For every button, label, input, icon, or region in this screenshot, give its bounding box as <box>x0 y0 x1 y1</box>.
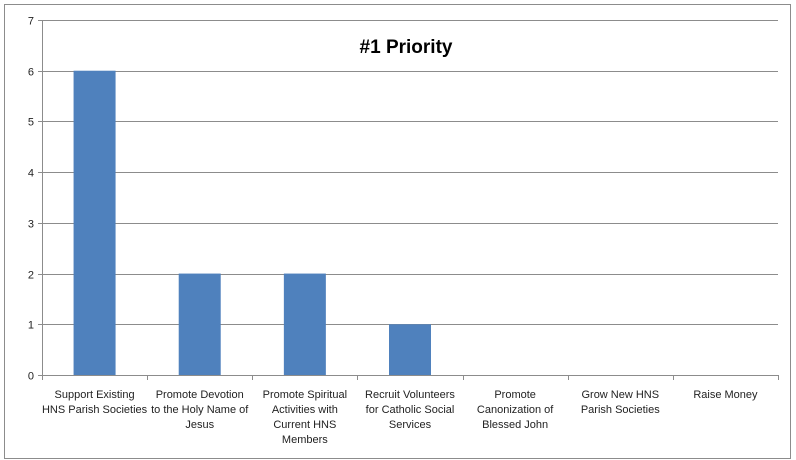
y-tick-label: 0 <box>28 371 34 383</box>
x-category-label: Grow New HNS Parish Societies <box>581 389 660 416</box>
y-tick-label: 2 <box>28 270 34 282</box>
x-category-label: Support Existing HNS Parish Societies <box>42 389 148 416</box>
axes <box>38 20 779 380</box>
y-tick-label: 1 <box>28 320 34 332</box>
y-tick-label: 7 <box>28 16 34 28</box>
x-category-label: Recruit Volunteers for Catholic Social Ser… <box>365 389 455 431</box>
bar <box>178 273 221 375</box>
bar <box>389 324 431 375</box>
y-axis-tick-labels: 0 1 2 3 4 5 6 7 <box>28 16 34 383</box>
bar <box>73 70 116 375</box>
y-tick-label: 6 <box>28 67 34 79</box>
y-tick-label: 5 <box>28 117 34 129</box>
bar <box>283 273 326 375</box>
x-category-label: Promote Canonization of Blessed John <box>477 389 554 431</box>
bars <box>73 70 431 375</box>
gridlines <box>42 20 778 325</box>
x-category-label: Raise Money <box>693 389 758 401</box>
chart-title: #1 Priority <box>360 37 453 58</box>
category-labels: Support Existing HNS Parish SocietiesProm… <box>42 389 758 446</box>
x-category-label: Promote Devotion to the Holy Name of Jesus <box>151 389 249 431</box>
x-category-label: Promote Spiritual Activities with Current … <box>263 389 347 446</box>
chart-frame <box>4 4 791 459</box>
y-tick-label: 4 <box>28 168 34 180</box>
y-tick-label: 3 <box>28 219 34 231</box>
